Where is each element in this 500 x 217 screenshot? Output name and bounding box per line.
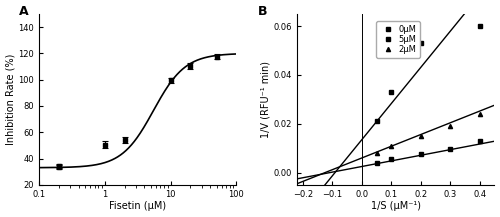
Legend: 0μM, 5μM, 2μM: 0μM, 5μM, 2μM bbox=[376, 21, 420, 58]
X-axis label: 1/S (μM⁻¹): 1/S (μM⁻¹) bbox=[370, 201, 420, 211]
Y-axis label: Inhibition Rate (%): Inhibition Rate (%) bbox=[6, 54, 16, 145]
Y-axis label: 1/V (RFU⁻¹ min): 1/V (RFU⁻¹ min) bbox=[261, 61, 271, 138]
X-axis label: Fisetin (μM): Fisetin (μM) bbox=[109, 201, 166, 211]
Text: A: A bbox=[19, 5, 29, 18]
Text: B: B bbox=[258, 5, 267, 18]
